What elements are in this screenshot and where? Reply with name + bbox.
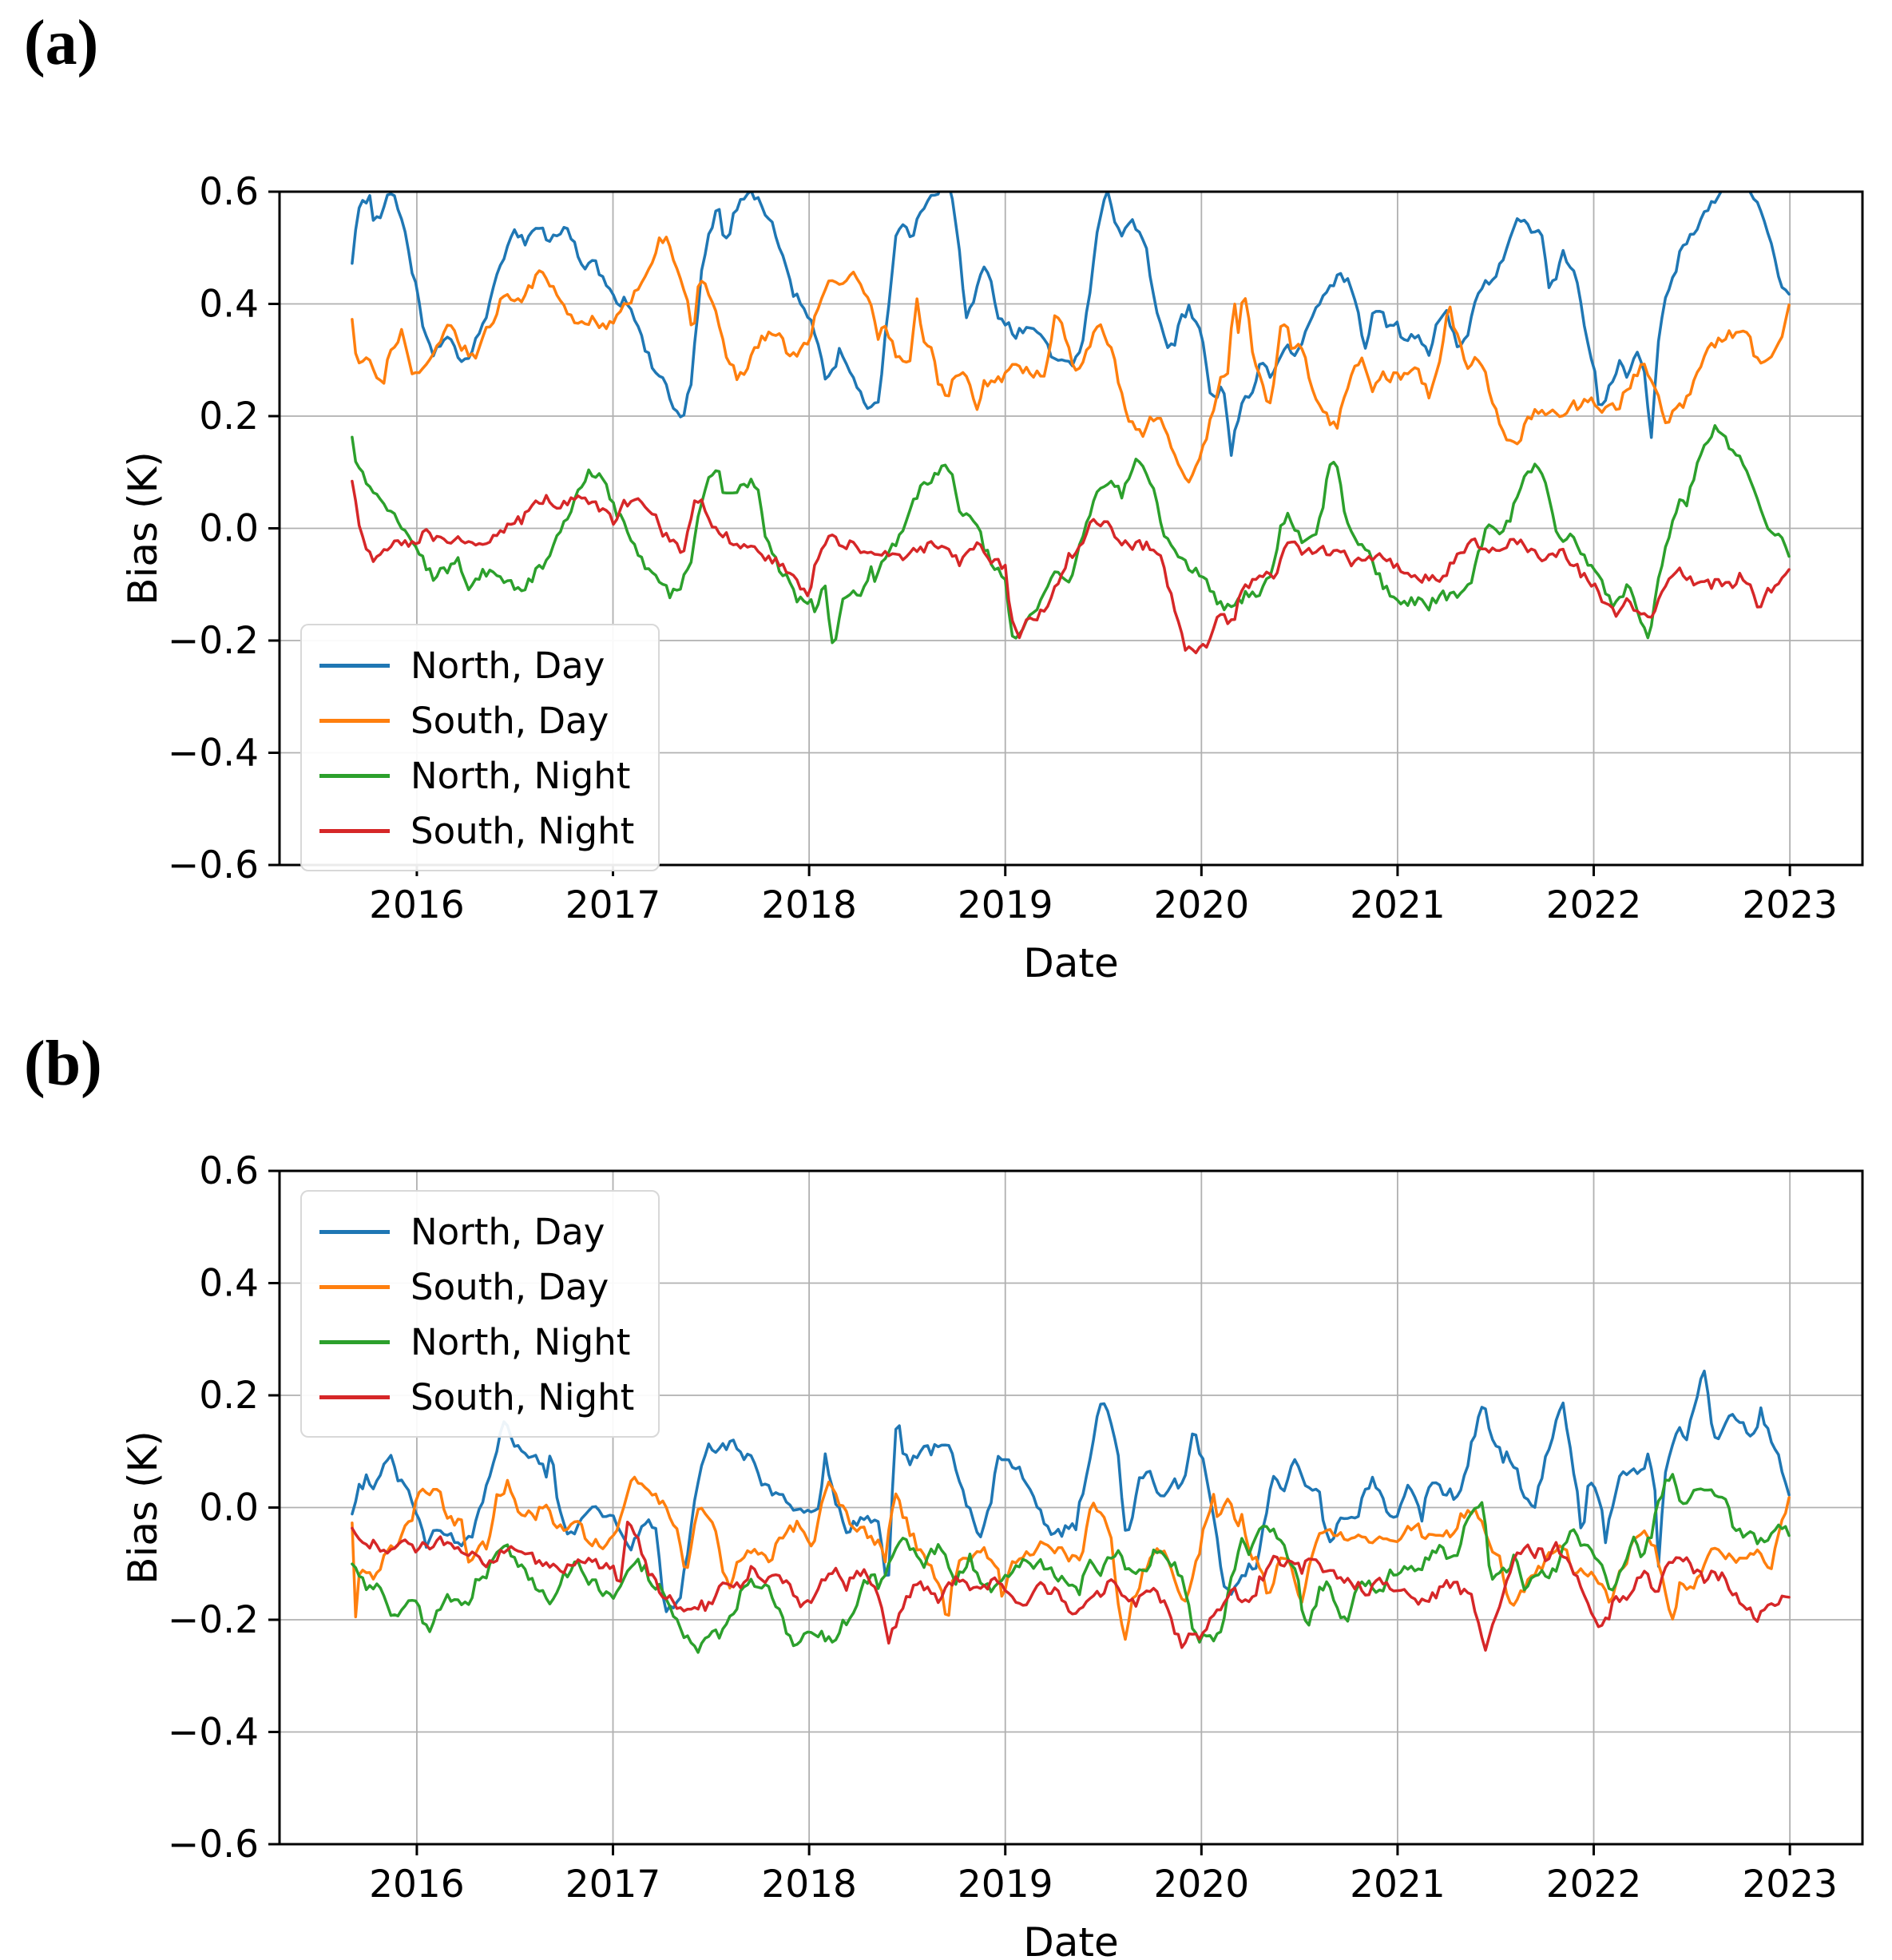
series-line-a-north-night: [351, 424, 1791, 645]
panel-b-label: (b): [24, 1029, 102, 1099]
x-tick-label: 2021: [1350, 883, 1446, 927]
series-line-b-north-night: [351, 1473, 1791, 1654]
tick-labels-a: 2016 2017 2018 2019 2020 2021 2022 2023 0.6 0.4 0.…: [168, 170, 1838, 927]
series-line-a-north-day: [351, 192, 1791, 457]
panel-a-label: (a): [24, 8, 99, 78]
series-layer-b: [351, 1369, 1791, 1654]
series-line-a-south-night: [351, 479, 1791, 655]
legend-entry-south-day: South, Day: [319, 1260, 634, 1315]
y-tick-label: 0.4: [199, 1262, 259, 1306]
legend-entry-north-day: North, Day: [319, 1204, 634, 1260]
tick-labels-b: 2016 2017 2018 2019 2020 2021 2022 2023 0.6 0.4 0.…: [168, 1149, 1838, 1906]
legend-entry-north-day: North, Day: [319, 638, 634, 693]
y-tick-label: 0.6: [199, 1149, 259, 1193]
x-tick-label: 2020: [1154, 883, 1250, 927]
series-line-b-south-day: [351, 1475, 1791, 1641]
legend-label: South, Day: [411, 1266, 609, 1308]
x-tick-label: 2016: [369, 1863, 465, 1906]
x-tick-label: 2023: [1742, 883, 1838, 927]
x-tick-label: 2019: [958, 883, 1053, 927]
chart-b: 2016 2017 2018 2019 2020 2021 2022 2023 0.6 0.4 0.…: [120, 1149, 1864, 1960]
legend-line-icon: [319, 719, 390, 723]
series-line-a-south-day: [351, 236, 1791, 484]
x-tick-label: 2022: [1546, 883, 1642, 927]
legend-line-icon: [319, 1230, 390, 1234]
chart-a: 2016 2017 2018 2019 2020 2021 2022 2023 0.6 0.4 0.…: [120, 170, 1864, 986]
y-tick-label: 0.6: [199, 170, 259, 214]
y-tick-label: −0.2: [168, 619, 259, 663]
x-tick-label: 2023: [1742, 1863, 1838, 1906]
legend-entry-north-night: North, Night: [319, 748, 634, 803]
x-tick-label: 2018: [761, 883, 857, 927]
series-layer-a: [351, 192, 1791, 655]
x-tick-label: 2016: [369, 883, 465, 927]
y-tick-label: 0.2: [199, 1374, 259, 1418]
y-tick-label: 0.0: [199, 1486, 259, 1530]
legend-label: South, Night: [411, 1376, 635, 1418]
y-tick-label: 0.4: [199, 283, 259, 327]
legend-line-icon: [319, 1395, 390, 1399]
y-tick-label: 0.2: [199, 395, 259, 438]
y-tick-label: −0.6: [168, 1823, 259, 1867]
legend-entry-north-night: North, Night: [319, 1315, 634, 1370]
legend-a: North, Day South, Day North, Night South, N…: [300, 624, 660, 871]
legend-line-icon: [319, 1340, 390, 1344]
x-tick-label: 2020: [1154, 1863, 1250, 1906]
x-axis-label-b: Date: [1023, 1919, 1119, 1960]
legend-label: North, Day: [411, 1211, 605, 1253]
y-axis-label-b: Bias (K): [120, 1430, 166, 1585]
legend-label: South, Night: [411, 810, 635, 852]
legend-label: North, Night: [411, 755, 631, 797]
x-tick-label: 2017: [565, 1863, 661, 1906]
legend-line-icon: [319, 774, 390, 778]
y-tick-label: 0.0: [199, 507, 259, 551]
legend-line-icon: [319, 664, 390, 668]
x-tick-label: 2017: [565, 883, 661, 927]
ticks-b: [268, 1169, 1791, 1855]
legend-line-icon: [319, 1285, 390, 1289]
legend-label: North, Day: [411, 645, 605, 687]
legend-entry-south-night: South, Night: [319, 803, 634, 859]
x-tick-label: 2021: [1350, 1863, 1446, 1906]
y-tick-label: −0.4: [168, 1711, 259, 1755]
legend-entry-south-night: South, Night: [319, 1370, 634, 1425]
legend-b: North, Day South, Day North, Night South, N…: [300, 1190, 660, 1438]
series-line-b-south-night: [351, 1520, 1791, 1652]
legend-label: North, Night: [411, 1321, 631, 1363]
x-axis-label-a: Date: [1023, 940, 1119, 986]
y-tick-label: −0.4: [168, 732, 259, 776]
y-tick-label: −0.2: [168, 1598, 259, 1642]
legend-label: South, Day: [411, 700, 609, 742]
y-tick-label: −0.6: [168, 843, 259, 887]
ticks-a: [268, 190, 1791, 876]
legend-entry-south-day: South, Day: [319, 693, 634, 748]
legend-line-icon: [319, 829, 390, 833]
series-line-b-north-day: [351, 1369, 1791, 1613]
y-axis-label-a: Bias (K): [120, 451, 166, 605]
x-tick-label: 2018: [761, 1863, 857, 1906]
x-tick-label: 2022: [1546, 1863, 1642, 1906]
x-tick-label: 2019: [958, 1863, 1053, 1906]
